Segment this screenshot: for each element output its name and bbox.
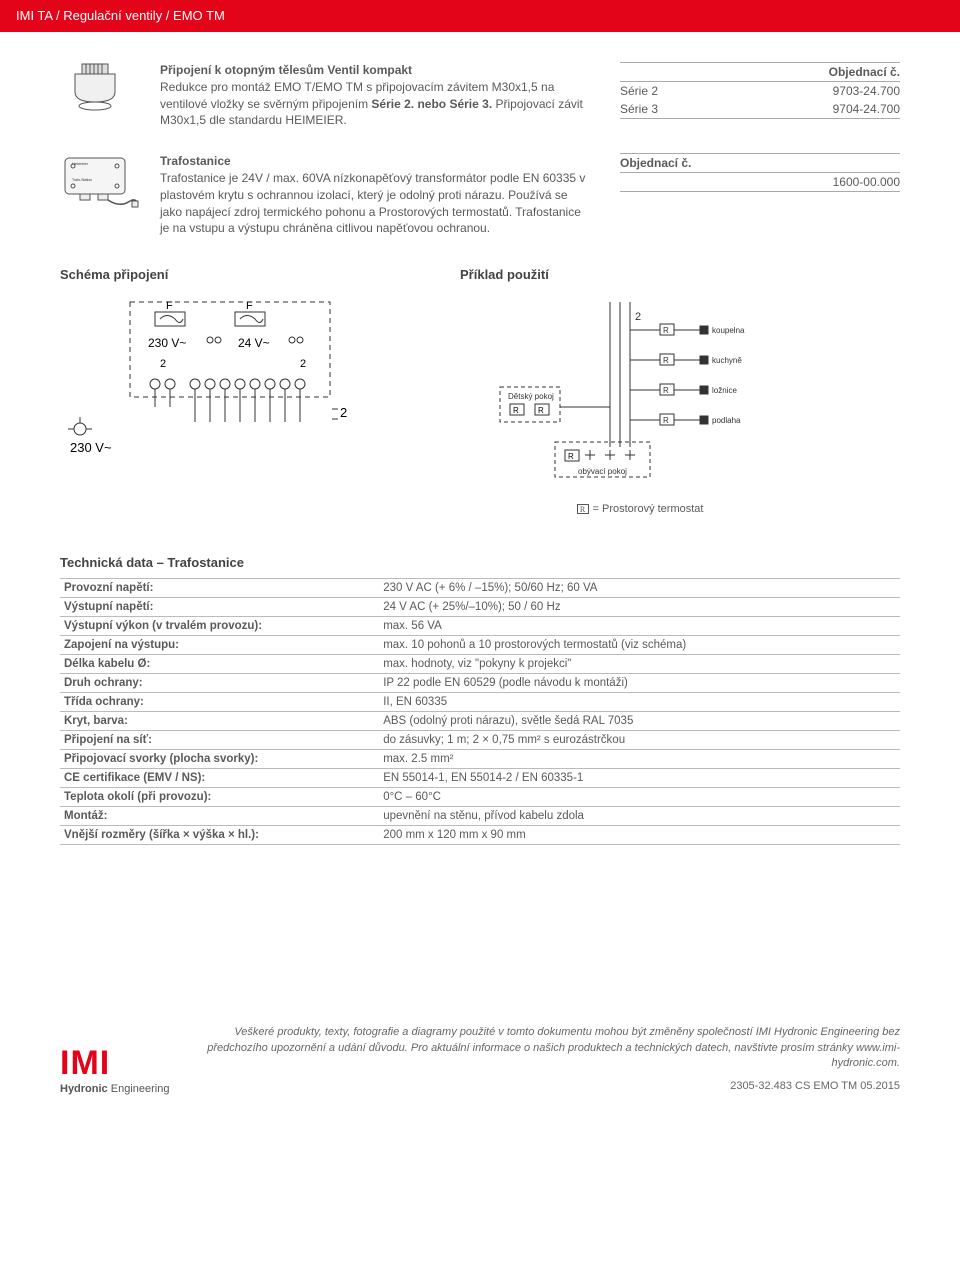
tech-title: Technická data – Trafostanice [60, 555, 900, 570]
svg-text:2: 2 [635, 311, 641, 323]
svg-text:podlaha: podlaha [712, 416, 741, 425]
s1-table: Objednací č. Série 29703-24.700 Série 39… [620, 62, 900, 119]
svg-text:R: R [568, 452, 574, 461]
svg-text:F: F [246, 300, 253, 312]
svg-text:2: 2 [340, 405, 347, 420]
heading-example: Příklad použití [460, 267, 549, 282]
svg-text:kuchyně: kuchyně [712, 356, 742, 365]
svg-text:koupelna: koupelna [712, 326, 745, 335]
legend-text: = Prostorový termostat [593, 503, 704, 515]
svg-text:F: F [166, 300, 173, 312]
svg-text:R: R [663, 416, 669, 425]
svg-text:2: 2 [300, 358, 306, 370]
transformer-icon: Heimeier Trafo-Station [60, 153, 140, 213]
svg-text:2: 2 [160, 358, 166, 370]
svg-text:230 V~: 230 V~ [70, 440, 112, 455]
svg-text:obývací pokoj: obývací pokoj [578, 467, 627, 476]
footer-text: Veškeré produkty, texty, fotografie a di… [207, 1026, 900, 1069]
svg-text:R: R [663, 386, 669, 395]
doc-code: 2305-32.483 CS EMO TM 05.2015 [189, 1079, 900, 1094]
tech-table: Provozní napětí:230 V AC (+ 6% / –15%); … [60, 578, 900, 845]
s1-series: Série 2. nebo Série 3. [371, 97, 492, 111]
wiring-diagram: F F 230 V~ 24 V~ 2 2 [60, 292, 400, 462]
breadcrumb: IMI TA / Regulační ventily / EMO TM [0, 0, 960, 32]
svg-text:Trafo-Station: Trafo-Station [72, 178, 92, 182]
s2-title: Trafostanice [160, 154, 231, 168]
s2-table: Objednací č. 1600-00.000 [620, 153, 900, 192]
s2-body: Trafostanice je 24V / max. 60VA nízkonap… [160, 171, 585, 235]
section-valve-adapter: Připojení k otopným tělesům Ventil kompa… [60, 62, 900, 129]
imi-logo: IMI Hydronic Engineering [60, 1044, 169, 1095]
svg-text:R: R [663, 326, 669, 335]
section-trafostanice: Heimeier Trafo-Station Trafostanice Traf… [60, 153, 900, 237]
svg-text:R: R [663, 356, 669, 365]
s1-title: Připojení k otopným tělesům Ventil kompa… [160, 63, 412, 77]
svg-text:ložnice: ložnice [712, 386, 737, 395]
example-diagram: 2 R koupelna R kuc [460, 292, 820, 492]
svg-text:R: R [513, 406, 519, 415]
r-symbol: R [577, 504, 589, 514]
svg-text:230 V~: 230 V~ [148, 336, 186, 350]
svg-text:Dětský pokoj: Dětský pokoj [508, 392, 554, 401]
heading-schema: Schéma připojení [60, 267, 460, 282]
svg-text:R: R [538, 406, 544, 415]
svg-text:Heimeier: Heimeier [72, 161, 89, 166]
valve-icon [60, 62, 130, 117]
svg-text:24 V~: 24 V~ [238, 336, 270, 350]
